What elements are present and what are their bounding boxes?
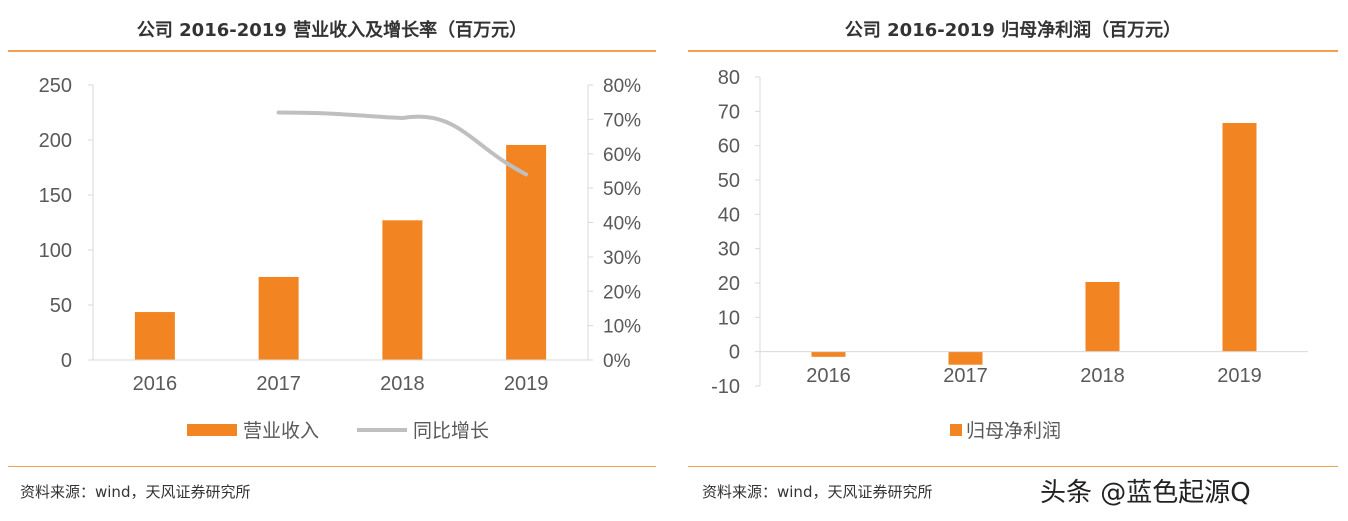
chart2-ytick-label: 10 [718, 307, 740, 329]
chart1-ytick-label: 100 [39, 240, 72, 262]
chart2-ytick-label: 50 [718, 170, 740, 192]
chart2-source: 资料来源：wind，天风证券研究所 [702, 483, 933, 501]
chart1-top-rule [8, 50, 656, 52]
chart1-legend-bar-label: 营业收入 [243, 420, 319, 442]
chart1-y2tick-label: 30% [603, 248, 641, 269]
chart2-bottom-rule [688, 466, 1338, 467]
chart1-xtick-label: 2017 [256, 373, 301, 395]
chart2-xtick-label: 2018 [1080, 365, 1125, 387]
chart1-ytick-label: 200 [39, 130, 72, 152]
chart1-y2tick-label: 40% [603, 214, 641, 235]
chart2-bar-2017 [948, 351, 983, 365]
chart2-title: 公司 2016-2019 归母净利润（百万元） [844, 20, 1182, 41]
chart1-bar-2018 [382, 220, 423, 360]
chart2-ytick-label: 80 [718, 67, 740, 89]
chart2-ytick-label: 0 [729, 342, 740, 364]
chart1-bar-2019 [506, 144, 547, 360]
chart2-bar-2018 [1085, 281, 1120, 352]
chart1-xtick-label: 2016 [133, 373, 178, 395]
chart1-ytick-label: 150 [39, 185, 72, 207]
chart1-y2tick-label: 70% [603, 110, 641, 131]
chart1-source: 资料来源：wind，天风证券研究所 [20, 483, 251, 501]
chart1-ytick-label: 50 [50, 295, 72, 317]
chart2-legend-label: 归母净利润 [966, 420, 1061, 442]
chart1-bottom-rule [8, 466, 656, 467]
chart2-xtick-label: 2019 [1217, 365, 1262, 387]
chart2-bar-2016 [811, 351, 846, 357]
chart2-top-rule [688, 50, 1338, 52]
chart1-y2tick-label: 50% [603, 179, 641, 200]
chart1-growth-line [276, 110, 529, 177]
chart1-title: 公司 2016-2019 营业收入及增长率（百万元） [136, 20, 528, 41]
chart1-y2tick-label: 80% [603, 76, 641, 97]
chart1-xtick-label: 2018 [380, 373, 425, 395]
chart2-ytick-label: 20 [718, 273, 740, 295]
chart1-bar-2016 [134, 312, 175, 360]
chart2-xtick-label: 2016 [806, 365, 851, 387]
chart2-ytick-label: -10 [711, 376, 740, 398]
chart1-y2tick-label: 10% [603, 317, 641, 338]
chart1-y2tick-label: 0% [603, 351, 631, 372]
chart2-xtick-label: 2017 [943, 365, 988, 387]
chart1-y2tick-label: 20% [603, 282, 641, 303]
chart1-legend-line-label: 同比增长 [413, 420, 489, 442]
chart2-ytick-label: 70 [718, 101, 740, 123]
chart2-ytick-label: 30 [718, 239, 740, 261]
chart1-ytick-label: 250 [39, 75, 72, 97]
chart2-legend-swatch [950, 424, 962, 436]
watermark: 头条 @蓝色起源Q [1040, 478, 1251, 508]
chart2-ytick-label: 40 [718, 204, 740, 226]
chart1-y2tick-label: 60% [603, 145, 641, 166]
chart2-bar-2019 [1222, 123, 1257, 352]
chart1-xtick-label: 2019 [504, 373, 549, 395]
chart1-ytick-label: 0 [61, 350, 72, 372]
chart2-ytick-label: 60 [718, 136, 740, 158]
chart1-legend-bar-swatch [187, 424, 237, 436]
chart1-bar-2017 [258, 276, 299, 360]
